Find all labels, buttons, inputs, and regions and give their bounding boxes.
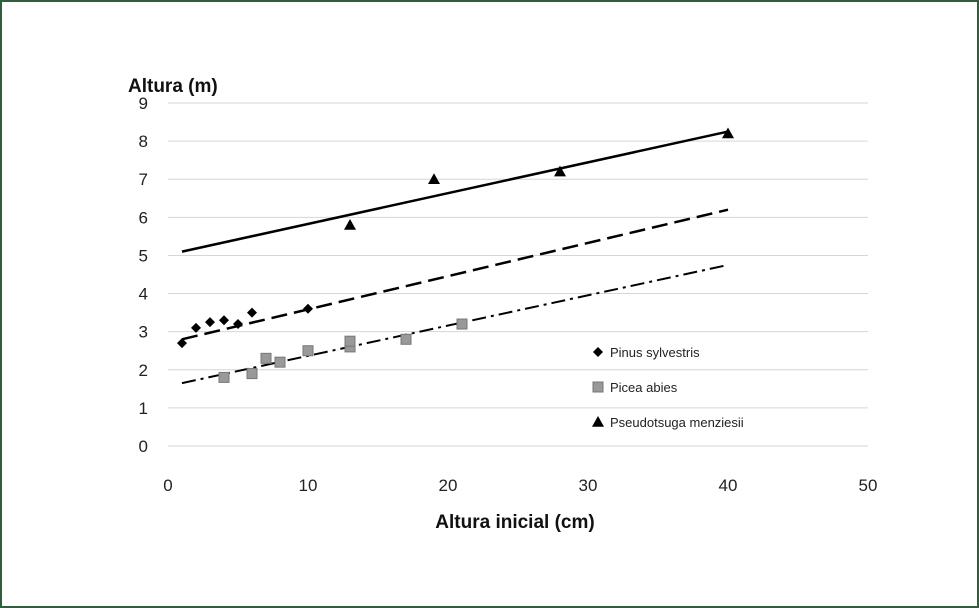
data-points: [177, 127, 734, 383]
point-series-1: [302, 345, 314, 357]
y-tick-label: 0: [139, 437, 148, 456]
point-series-0: [303, 303, 313, 314]
y-tick-label: 6: [139, 208, 148, 227]
point-series-1: [344, 335, 356, 347]
point-series-1: [456, 318, 468, 330]
point-series-1: [218, 371, 230, 383]
x-tick-label: 20: [439, 476, 458, 495]
trendline-2: [181, 130, 729, 253]
y-tick-labels: 0 1 2 3 4 5 6 7 8 9: [139, 94, 148, 456]
legend-label-2: Pseudotsuga menziesii: [610, 415, 744, 430]
gridlines: [168, 102, 868, 447]
y-tick-label: 5: [139, 246, 148, 265]
legend-marker-2: [592, 416, 604, 427]
x-tick-label: 10: [299, 476, 318, 495]
point-series-2: [428, 173, 440, 185]
y-tick-label: 1: [139, 399, 148, 418]
point-series-0: [233, 319, 243, 330]
x-tick-label: 0: [163, 476, 172, 495]
point-series-1: [274, 356, 286, 368]
legend-label-1: Picea abies: [610, 380, 678, 395]
x-tick-label: 30: [579, 476, 598, 495]
point-series-2: [344, 218, 356, 230]
legend-marker-1: [592, 381, 604, 393]
point-series-1: [260, 352, 272, 364]
point-series-0: [247, 307, 257, 318]
x-tick-label: 40: [719, 476, 738, 495]
y-tick-label: 7: [139, 170, 148, 189]
y-tick-label: 9: [139, 94, 148, 113]
y-tick-label: 4: [139, 285, 148, 304]
point-series-1: [400, 333, 412, 345]
y-axis-title: Altura (m): [128, 76, 218, 97]
trendline-0: [181, 208, 729, 341]
y-tick-label: 3: [139, 323, 148, 342]
trendlines: [181, 130, 729, 385]
y-tick-label: 8: [139, 132, 148, 151]
point-series-0: [177, 338, 187, 349]
legend-marker-0: [593, 347, 603, 357]
point-series-1: [246, 368, 258, 380]
x-axis-title: Altura inicial (cm): [435, 512, 594, 533]
trendline-1: [181, 263, 729, 385]
point-series-2: [554, 165, 566, 177]
y-tick-label: 2: [139, 361, 148, 380]
legend: Pinus sylvestris Picea abies Pseudotsuga m…: [592, 345, 744, 430]
point-series-0: [205, 317, 215, 328]
point-series-0: [219, 315, 229, 326]
point-series-0: [191, 322, 201, 333]
legend-label-0: Pinus sylvestris: [610, 345, 700, 360]
x-tick-labels: 0 10 20 30 40 50: [163, 476, 877, 495]
point-series-2: [722, 127, 734, 139]
x-tick-label: 50: [859, 476, 878, 495]
